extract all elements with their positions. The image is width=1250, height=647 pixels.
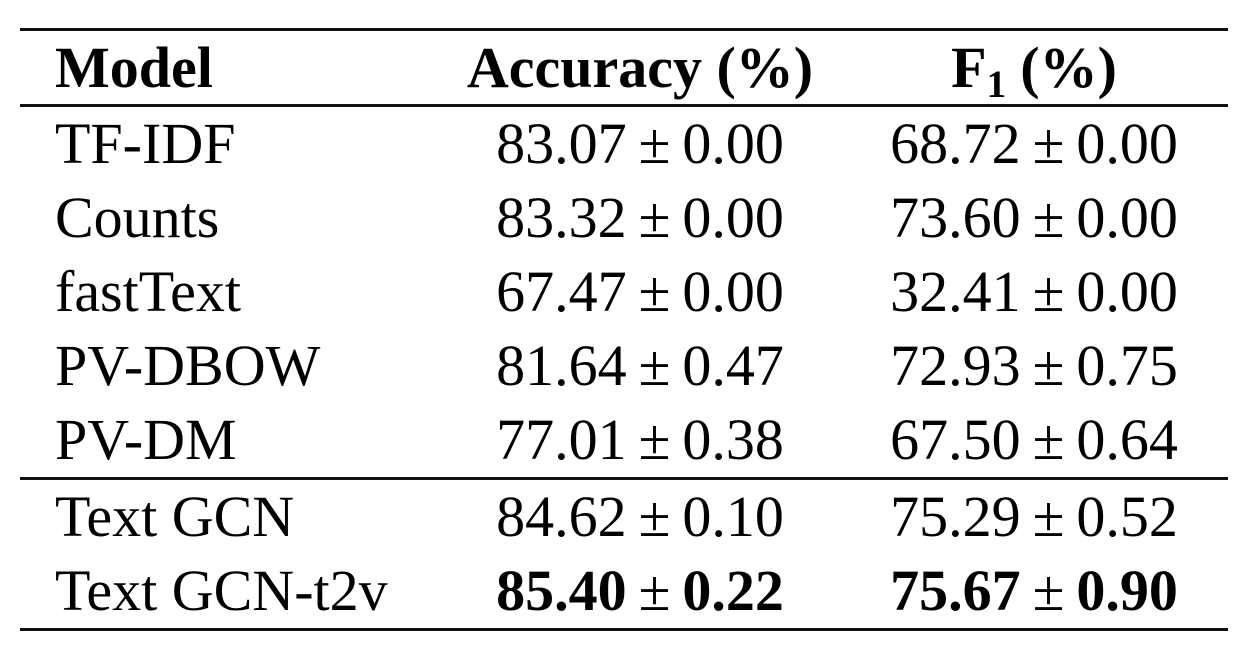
accuracy-std: 0.38	[682, 407, 784, 472]
header-f1: F1 (%)	[840, 38, 1228, 103]
f1-std: 0.64	[1076, 407, 1178, 472]
plus-minus-symbol: ±	[638, 259, 671, 324]
table-row: Text GCN 84.62 ±0.10 75.29 ±0.52	[20, 480, 1228, 554]
results-table: Model Accuracy (%) F1 (%) TF-IDF 83.07 ±0.…	[20, 28, 1228, 631]
accuracy-cell: 77.01 ±0.38	[440, 411, 840, 469]
table-row: Counts 83.32 ±0.00 73.60 ±0.00	[20, 181, 1228, 255]
plus-minus-symbol: ±	[638, 185, 671, 250]
accuracy-cell: 83.07 ±0.00	[440, 115, 840, 173]
plus-minus-symbol: ±	[638, 111, 671, 176]
accuracy-std: 0.00	[682, 111, 784, 176]
table-bottom-rule	[20, 628, 1228, 631]
table-row: Text GCN-t2v 85.40 ±0.22 75.67 ±0.90	[20, 554, 1228, 628]
model-cell: PV-DM	[55, 407, 237, 472]
f1-cell: 75.67 ±0.90	[840, 562, 1228, 620]
accuracy-std: 0.47	[682, 333, 784, 398]
accuracy-mean: 83.07	[496, 111, 627, 176]
f1-mean: 67.50	[890, 407, 1021, 472]
table-row: fastText 67.47 ±0.00 32.41 ±0.00	[20, 255, 1228, 329]
accuracy-std: 0.10	[682, 484, 784, 549]
plus-minus-symbol: ±	[1032, 558, 1065, 623]
plus-minus-symbol: ±	[638, 484, 671, 549]
f1-std: 0.00	[1076, 111, 1178, 176]
header-f1-base: F	[951, 34, 987, 100]
model-cell: Text GCN	[55, 484, 295, 549]
f1-std: 0.90	[1076, 558, 1178, 623]
plus-minus-symbol: ±	[638, 333, 671, 398]
header-f1-unit: (%)	[1020, 34, 1117, 100]
plus-minus-symbol: ±	[1032, 484, 1065, 549]
f1-mean: 75.67	[890, 558, 1021, 623]
f1-mean: 75.29	[890, 484, 1021, 549]
accuracy-mean: 85.40	[496, 558, 627, 623]
accuracy-mean: 81.64	[496, 333, 627, 398]
table-header-row: Model Accuracy (%) F1 (%)	[20, 31, 1228, 104]
table-row: PV-DBOW 81.64 ±0.47 72.93 ±0.75	[20, 329, 1228, 403]
f1-cell: 68.72 ±0.00	[840, 115, 1228, 173]
accuracy-std: 0.22	[682, 558, 784, 623]
model-cell: Text GCN-t2v	[55, 558, 388, 623]
accuracy-mean: 84.62	[496, 484, 627, 549]
accuracy-std: 0.00	[682, 259, 784, 324]
plus-minus-symbol: ±	[1032, 259, 1065, 324]
plus-minus-symbol: ±	[1032, 407, 1065, 472]
accuracy-cell: 81.64 ±0.47	[440, 337, 840, 395]
plus-minus-symbol: ±	[1032, 111, 1065, 176]
f1-cell: 67.50 ±0.64	[840, 411, 1228, 469]
f1-mean: 68.72	[890, 111, 1021, 176]
table-mid-rule	[20, 477, 1228, 480]
header-accuracy: Accuracy (%)	[466, 34, 814, 100]
plus-minus-symbol: ±	[638, 407, 671, 472]
f1-std: 0.00	[1076, 259, 1178, 324]
accuracy-mean: 83.32	[496, 185, 627, 250]
table-row: PV-DM 77.01 ±0.38 67.50 ±0.64	[20, 403, 1228, 477]
header-model: Model	[55, 34, 213, 100]
accuracy-cell: 85.40 ±0.22	[440, 562, 840, 620]
accuracy-cell: 83.32 ±0.00	[440, 189, 840, 247]
accuracy-cell: 67.47 ±0.00	[440, 263, 840, 321]
f1-cell: 72.93 ±0.75	[840, 337, 1228, 395]
f1-std: 0.00	[1076, 185, 1178, 250]
f1-std: 0.52	[1076, 484, 1178, 549]
f1-cell: 75.29 ±0.52	[840, 488, 1228, 546]
f1-cell: 73.60 ±0.00	[840, 189, 1228, 247]
f1-cell: 32.41 ±0.00	[840, 263, 1228, 321]
plus-minus-symbol: ±	[1032, 185, 1065, 250]
accuracy-mean: 67.47	[496, 259, 627, 324]
table-header-rule	[20, 104, 1228, 107]
table-top-rule	[20, 28, 1228, 31]
model-cell: Counts	[55, 185, 220, 250]
f1-mean: 32.41	[890, 259, 1021, 324]
plus-minus-symbol: ±	[638, 558, 671, 623]
model-cell: fastText	[55, 259, 241, 324]
f1-std: 0.75	[1076, 333, 1178, 398]
header-f1-subscript: 1	[986, 61, 1007, 106]
plus-minus-symbol: ±	[1032, 333, 1065, 398]
model-cell: TF-IDF	[55, 111, 236, 176]
accuracy-std: 0.00	[682, 185, 784, 250]
accuracy-mean: 77.01	[496, 407, 627, 472]
accuracy-cell: 84.62 ±0.10	[440, 488, 840, 546]
model-cell: PV-DBOW	[55, 333, 321, 398]
f1-mean: 72.93	[890, 333, 1021, 398]
f1-mean: 73.60	[890, 185, 1021, 250]
table-row: TF-IDF 83.07 ±0.00 68.72 ±0.00	[20, 107, 1228, 181]
